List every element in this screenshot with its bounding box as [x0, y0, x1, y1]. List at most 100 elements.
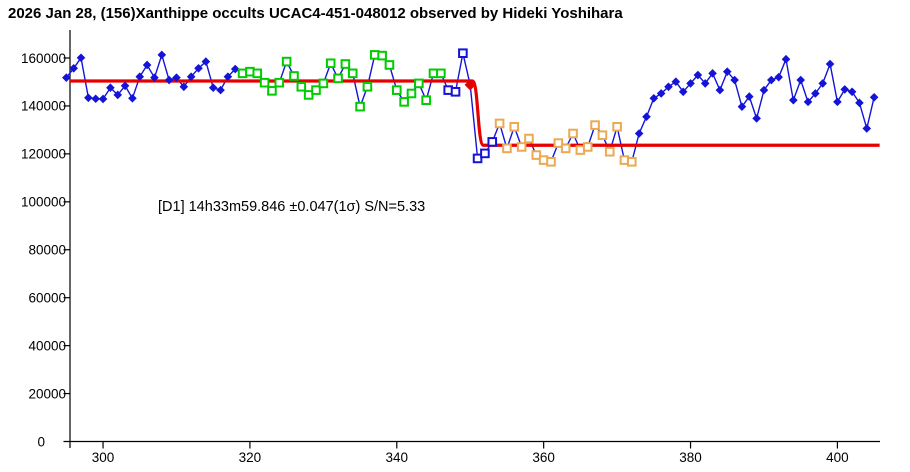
- data-point-blue-diamond: [789, 95, 798, 105]
- data-point-blue-diamond: [157, 50, 167, 60]
- data-point-blue-diamond: [693, 70, 703, 80]
- data-point-blue-diamond: [722, 67, 732, 76]
- data-point-blue-diamond: [715, 85, 725, 95]
- data-point-green-square: [267, 86, 277, 96]
- data-point-green-square: [281, 56, 292, 67]
- data-point-blue-diamond: [642, 112, 651, 122]
- y-tick-label: 100000: [21, 195, 66, 210]
- event-annotation-d1: [D1] 14h33m59.846 ±0.047(1σ) S/N=5.33: [158, 199, 426, 215]
- data-point-blue-diamond: [855, 98, 864, 108]
- model-fit-line: [70, 79, 880, 147]
- data-point-orange-square: [494, 118, 505, 129]
- data-point-blue-diamond: [172, 73, 181, 82]
- data-point-green-square: [406, 88, 417, 99]
- data-point-blue-diamond: [150, 73, 159, 82]
- y-tick-label: 60000: [28, 290, 66, 305]
- data-point-blue-diamond: [774, 72, 783, 82]
- data-point-blue-square: [450, 86, 461, 97]
- data-point-blue-diamond: [671, 77, 681, 87]
- data-point-blue-diamond: [142, 60, 152, 70]
- data-point-orange-square: [553, 138, 564, 148]
- data-point-orange-square: [502, 143, 512, 154]
- data-point-green-square: [399, 97, 409, 107]
- data-point-orange-square: [568, 128, 578, 139]
- data-point-orange-square: [612, 121, 622, 132]
- data-point-green-square: [259, 77, 270, 88]
- data-point-blue-diamond: [113, 90, 123, 100]
- data-point-orange-square: [590, 120, 600, 130]
- data-point-blue-diamond: [62, 73, 71, 82]
- data-point-blue-diamond: [128, 93, 137, 103]
- x-tick-label: 340: [386, 450, 409, 465]
- data-point-blue-diamond: [678, 87, 688, 97]
- data-point-green-square: [289, 71, 299, 81]
- data-point-orange-square: [597, 130, 608, 140]
- data-point-blue-diamond: [84, 93, 93, 103]
- data-point-orange-square: [546, 156, 556, 167]
- data-point-blue-diamond: [69, 64, 78, 73]
- data-point-blue-diamond: [179, 82, 189, 92]
- data-point-blue-diamond: [737, 102, 747, 111]
- data-point-blue-diamond: [201, 57, 211, 66]
- y-tick-label: 120000: [21, 147, 66, 162]
- data-point-blue-diamond: [708, 69, 717, 78]
- data-point-green-square: [436, 68, 446, 79]
- data-point-blue-diamond: [833, 97, 842, 107]
- data-point-green-square: [347, 68, 358, 79]
- data-point-blue-diamond: [730, 75, 739, 85]
- event-point-d1: [464, 79, 476, 91]
- data-point-blue-square: [472, 153, 483, 164]
- data-point-green-square: [362, 81, 373, 92]
- data-point-green-square: [333, 73, 343, 84]
- data-point-blue-diamond: [700, 79, 710, 88]
- data-point-blue-diamond: [91, 94, 101, 104]
- data-point-orange-square: [509, 121, 520, 132]
- data-point-blue-diamond: [752, 114, 761, 123]
- data-point-blue-diamond: [208, 83, 218, 93]
- x-tick-label: 360: [532, 450, 555, 465]
- data-point-green-square: [318, 78, 329, 89]
- data-point-blue-square: [458, 48, 468, 59]
- data-point-blue-diamond: [796, 75, 805, 85]
- y-tick-label: 40000: [28, 338, 66, 353]
- data-point-green-square: [384, 60, 395, 70]
- data-point-blue-diamond: [216, 85, 225, 95]
- data-point-blue-diamond: [759, 85, 769, 95]
- y-tick-label: 0: [37, 434, 45, 449]
- data-point-blue-diamond: [686, 79, 695, 88]
- data-point-green-square: [377, 50, 387, 61]
- data-point-blue-diamond: [135, 72, 145, 81]
- data-point-orange-square: [531, 150, 542, 160]
- x-tick-label: 400: [826, 450, 849, 465]
- data-point-blue-diamond: [120, 81, 130, 91]
- data-point-green-square: [355, 101, 365, 112]
- data-point-blue-diamond: [825, 59, 835, 69]
- data-point-green-square: [296, 81, 307, 92]
- data-point-green-square: [311, 85, 321, 95]
- data-point-blue-diamond: [649, 93, 659, 103]
- data-point-blue-diamond: [194, 64, 203, 73]
- data-point-blue-diamond: [840, 85, 850, 94]
- y-tick-label: 80000: [28, 243, 66, 258]
- y-tick-label: 140000: [21, 99, 66, 114]
- data-point-orange-square: [626, 156, 637, 167]
- data-point-blue-diamond: [186, 72, 196, 81]
- data-point-blue-diamond: [164, 75, 174, 85]
- x-tick-label: 300: [92, 450, 115, 465]
- data-point-blue-diamond: [223, 72, 233, 81]
- data-point-blue-diamond: [230, 64, 240, 74]
- data-point-green-square: [274, 77, 285, 88]
- data-point-blue-diamond: [811, 89, 820, 98]
- data-point-blue-diamond: [847, 87, 857, 97]
- x-tick-label: 380: [679, 450, 702, 465]
- data-point-blue-diamond: [803, 97, 813, 107]
- data-point-green-square: [325, 58, 336, 69]
- data-point-blue-diamond: [781, 54, 791, 64]
- data-point-blue-diamond: [818, 79, 828, 88]
- data-point-blue-diamond: [656, 89, 666, 98]
- data-point-green-square: [391, 85, 402, 95]
- data-point-blue-diamond: [664, 82, 673, 92]
- data-point-orange-square: [582, 142, 593, 152]
